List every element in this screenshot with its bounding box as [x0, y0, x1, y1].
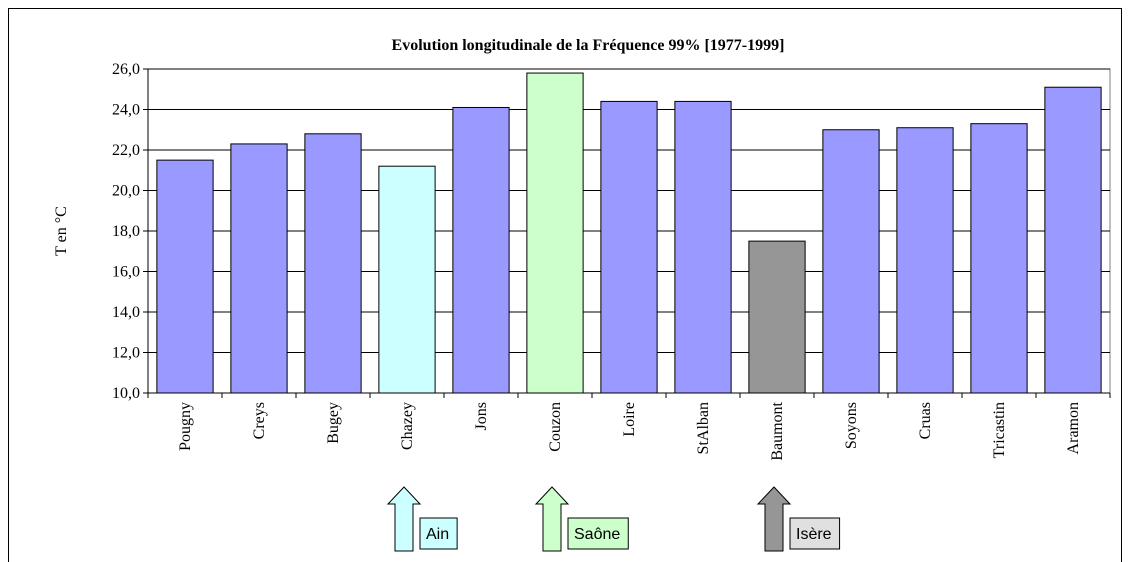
annotation-box	[789, 517, 841, 550]
bar	[970, 123, 1028, 394]
y-tick-label: 12,0	[112, 345, 140, 362]
bar	[304, 133, 362, 394]
y-tick-label: 18,0	[112, 223, 140, 240]
arrow	[534, 486, 570, 552]
y-tick-label: 14,0	[112, 304, 140, 321]
x-tick-label: Couzon	[547, 402, 564, 452]
x-tick-label: Pougny	[177, 402, 194, 451]
x-tick-label: Loire	[621, 402, 638, 437]
x-tick-label: Tricastin	[991, 402, 1008, 458]
bar	[896, 127, 954, 394]
y-axis-label: T en °C	[53, 206, 70, 256]
bar	[1044, 86, 1102, 394]
annotation-box	[567, 517, 629, 550]
x-tick-label: Chazey	[399, 402, 416, 450]
y-tick-label: 20,0	[112, 183, 140, 200]
arrow	[386, 486, 422, 552]
x-tick-label: Soyons	[843, 402, 860, 449]
x-tick-label: Jons	[473, 402, 490, 430]
annotation-label: Isère	[796, 526, 832, 543]
annotation-label: Saône	[574, 526, 620, 543]
y-tick-label: 16,0	[112, 264, 140, 281]
x-tick-label: Baumont	[769, 401, 786, 460]
x-tick-label: Bugey	[325, 402, 342, 444]
y-tick-label: 22,0	[112, 142, 140, 159]
annotation-box	[419, 517, 458, 550]
annotation-label: Ain	[426, 526, 449, 543]
x-tick-label: Creys	[251, 402, 268, 439]
arrow	[756, 486, 792, 552]
bar	[674, 100, 732, 394]
bar	[748, 240, 806, 394]
bar	[526, 72, 584, 394]
bar	[156, 159, 214, 394]
bar	[822, 129, 880, 394]
bar	[600, 100, 658, 394]
y-tick-label: 10,0	[112, 385, 140, 402]
x-tick-label: Cruas	[917, 402, 934, 439]
y-tick-label: 24,0	[112, 102, 140, 119]
y-tick-label: 26,0	[112, 61, 140, 78]
chart-title: Evolution longitudinale de la Fréquence …	[392, 37, 785, 54]
x-tick-label: Aramon	[1065, 402, 1082, 454]
bar	[452, 106, 510, 394]
bar	[378, 165, 436, 394]
x-tick-label: StAlban	[695, 402, 712, 454]
bar	[230, 143, 288, 394]
